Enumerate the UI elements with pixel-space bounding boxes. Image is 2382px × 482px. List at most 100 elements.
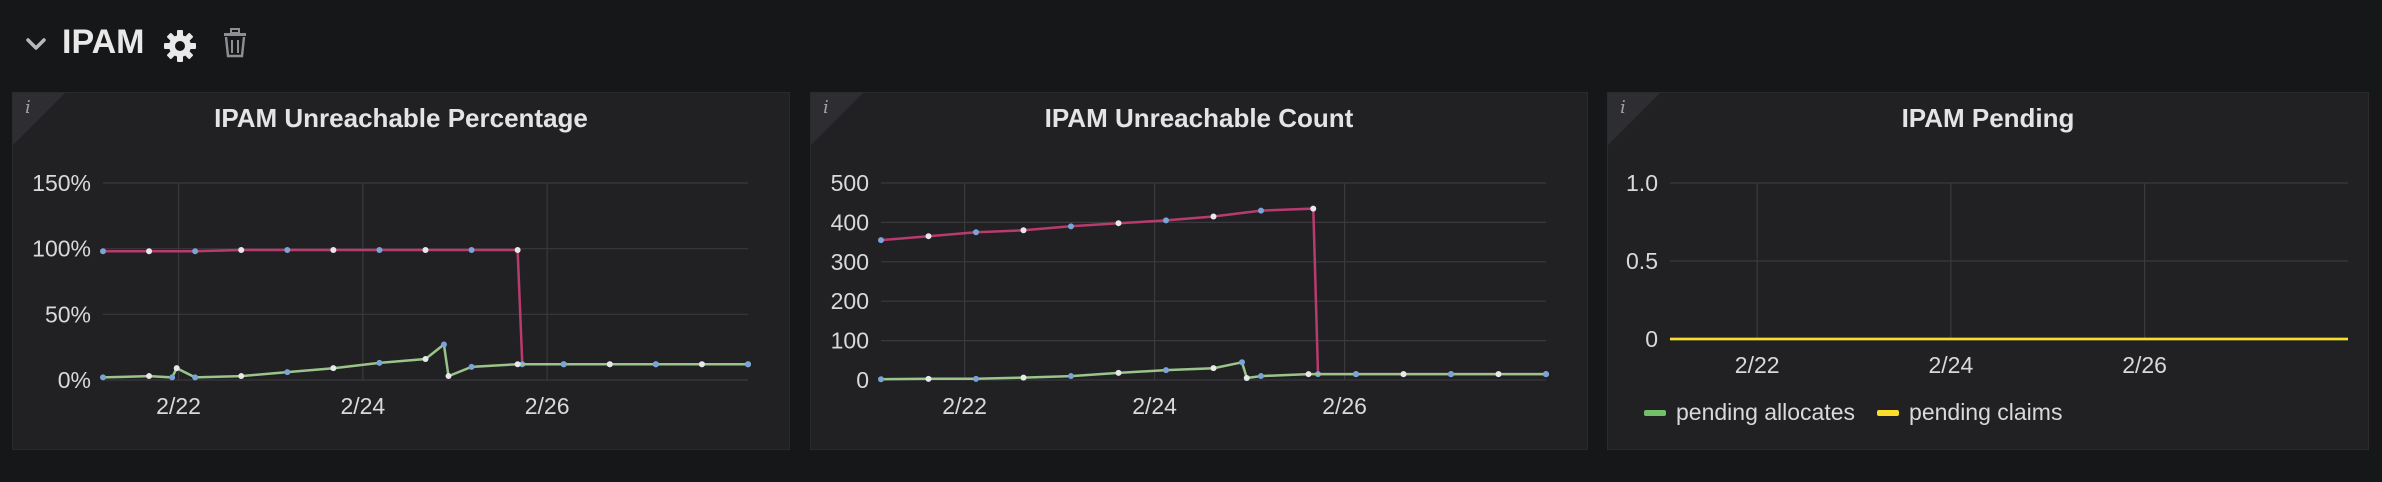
series-point	[440, 341, 447, 348]
y-tick-label: 0	[1645, 326, 1658, 352]
y-tick-label: 50%	[45, 301, 91, 327]
series-point	[1310, 205, 1317, 212]
y-tick-label: 150%	[32, 170, 91, 196]
panel-title[interactable]: IPAM Pending	[1901, 103, 2075, 133]
series-point	[1543, 371, 1549, 378]
info-icon[interactable]: i	[1620, 97, 1626, 118]
series-point	[284, 369, 291, 376]
row-title[interactable]: IPAM	[62, 23, 145, 61]
legend-swatch	[1877, 409, 1900, 416]
series-point	[422, 246, 429, 253]
panel-pending: i IPAM Pending 0 0.5 1.0 2/22 2/24 2/26 pendi…	[1607, 92, 2369, 450]
series-point	[1068, 223, 1074, 230]
series-point	[169, 374, 176, 381]
series-point	[698, 361, 705, 368]
series-point	[973, 375, 979, 382]
series-point	[1305, 371, 1312, 378]
series-point	[1020, 374, 1027, 381]
chart-unreachable-percentage[interactable]: 0% 50% 100% 150% 2/22 2/24 2/26	[13, 93, 789, 449]
y-tick-label: 500	[831, 170, 869, 196]
legend-label: pending allocates	[1676, 399, 1856, 425]
y-tick-label: 1.0	[1626, 170, 1658, 196]
series-point	[192, 248, 199, 255]
chart-unreachable-count[interactable]: 0 100 200 300 400 500 2/22 2/24 2/26	[811, 93, 1587, 449]
series-point	[1210, 365, 1217, 372]
series-point	[1115, 220, 1122, 227]
series-point	[468, 363, 475, 370]
gear-icon[interactable]	[162, 28, 198, 64]
panel-title[interactable]: IPAM Unreachable Count	[1044, 103, 1354, 133]
panel-unreachable-percentage: i IPAM Unreachable Percentage 0% 50% 100% 1…	[12, 92, 790, 450]
panel-title[interactable]: IPAM Unreachable Percentage	[214, 103, 588, 133]
series-point	[1163, 217, 1169, 224]
series-point	[445, 373, 452, 380]
series-point	[1020, 227, 1027, 234]
y-tick-label: 0.5	[1626, 248, 1658, 274]
y-tick-label: 0	[856, 367, 869, 393]
series-point	[330, 365, 337, 372]
series-point	[973, 229, 979, 236]
series-point	[925, 233, 932, 240]
series-point	[1068, 373, 1074, 380]
x-tick-label: 2/26	[2122, 352, 2167, 378]
info-icon[interactable]: i	[823, 97, 829, 118]
x-tick-label: 2/22	[156, 393, 201, 419]
y-tick-label: 0%	[58, 367, 91, 393]
series-point	[1258, 207, 1264, 214]
series-point	[1353, 371, 1359, 378]
series-point	[173, 365, 180, 372]
panel-info-corner[interactable]	[1608, 93, 1660, 145]
x-tick-label: 2/26	[525, 393, 570, 419]
y-tick-label: 100	[831, 328, 869, 354]
series-point	[1400, 371, 1407, 378]
x-tick-label: 2/26	[1322, 393, 1367, 419]
series-line[interactable]	[880, 207, 1546, 376]
trash-icon[interactable]	[222, 28, 248, 58]
series-point	[1239, 359, 1245, 366]
series-line[interactable]	[103, 248, 748, 366]
chevron-down-icon[interactable]	[22, 30, 50, 58]
legend-swatch	[1644, 409, 1666, 416]
dashboard-row-header: IPAM	[0, 0, 2382, 88]
series-point	[330, 246, 337, 253]
series-point	[514, 361, 521, 368]
x-tick-label: 2/22	[1735, 352, 1780, 378]
series-point	[652, 361, 659, 368]
series-point	[468, 246, 475, 253]
series-point	[422, 355, 429, 362]
panel-unreachable-count: i IPAM Unreachable Count 0 100 200 300 400 50…	[810, 92, 1588, 450]
series-point	[1495, 371, 1502, 378]
series-point	[878, 376, 884, 383]
chart-pending[interactable]: 0 0.5 1.0 2/22 2/24 2/26	[1608, 93, 2368, 393]
series-point	[1258, 373, 1264, 380]
series-point	[745, 361, 751, 368]
legend-item-pending-allocates[interactable]: pending allocates	[1644, 399, 1855, 426]
series-point	[100, 248, 106, 255]
series-point	[560, 361, 567, 368]
series-point	[1163, 367, 1169, 374]
x-tick-label: 2/22	[942, 393, 987, 419]
y-tick-label: 200	[831, 288, 869, 314]
series-point	[376, 246, 383, 253]
panel-info-corner[interactable]	[13, 93, 65, 145]
y-tick-label: 100%	[32, 236, 91, 262]
series-point	[1115, 369, 1122, 376]
series-point	[192, 374, 199, 381]
series-point	[1243, 375, 1250, 382]
legend-label: pending claims	[1909, 399, 2063, 425]
series-point	[238, 373, 245, 380]
x-tick-label: 2/24	[340, 393, 385, 419]
panel-info-corner[interactable]	[811, 93, 863, 145]
chart-legend: pending allocates pending claims	[1644, 399, 2062, 426]
series-point	[878, 237, 884, 244]
series-point	[606, 361, 613, 368]
series-point	[100, 374, 106, 381]
series-point	[376, 359, 383, 366]
series-point	[238, 246, 245, 253]
legend-item-pending-claims[interactable]: pending claims	[1877, 399, 2062, 426]
series-point	[146, 373, 153, 380]
x-tick-label: 2/24	[1929, 352, 1974, 378]
info-icon[interactable]: i	[25, 97, 31, 118]
y-tick-label: 300	[831, 249, 869, 275]
series-point	[1210, 213, 1217, 220]
